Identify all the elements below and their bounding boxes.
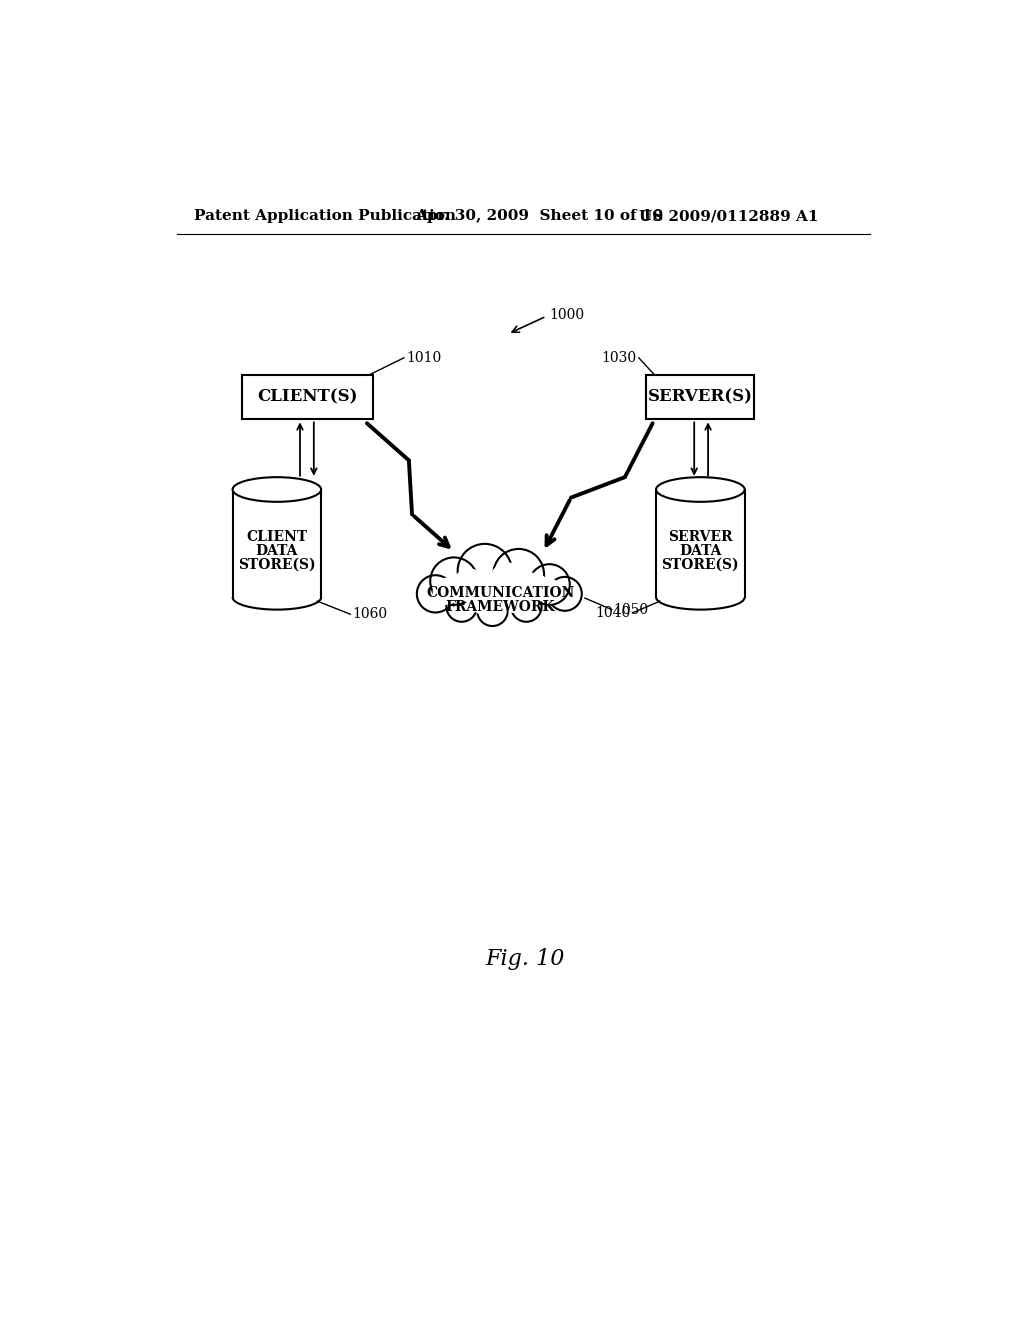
Text: STORE(S): STORE(S) (238, 558, 315, 572)
Circle shape (519, 573, 549, 603)
Text: STORE(S): STORE(S) (662, 558, 739, 572)
Circle shape (501, 583, 530, 614)
Circle shape (529, 564, 569, 605)
Circle shape (511, 591, 542, 622)
Text: COMMUNICATION: COMMUNICATION (426, 586, 574, 601)
Text: US 2009/0112889 A1: US 2009/0112889 A1 (639, 209, 818, 223)
Text: CLIENT(S): CLIENT(S) (257, 388, 358, 405)
Circle shape (548, 577, 582, 611)
Ellipse shape (232, 477, 322, 502)
Circle shape (477, 595, 508, 626)
Text: 1000: 1000 (550, 308, 585, 322)
Text: SERVER(S): SERVER(S) (648, 388, 753, 405)
Text: Apr. 30, 2009  Sheet 10 of 10: Apr. 30, 2009 Sheet 10 of 10 (416, 209, 664, 223)
Text: 1040: 1040 (595, 606, 631, 619)
Bar (232, 490, 322, 598)
Text: 1030: 1030 (601, 351, 637, 364)
Circle shape (453, 569, 486, 602)
Text: DATA: DATA (256, 544, 298, 558)
Circle shape (494, 549, 544, 599)
Text: Fig. 10: Fig. 10 (485, 948, 564, 970)
Bar (646, 375, 755, 420)
Text: SERVER: SERVER (668, 531, 732, 544)
Text: Patent Application Publication: Patent Application Publication (194, 209, 456, 223)
Text: 1060: 1060 (352, 607, 387, 622)
Circle shape (433, 578, 460, 605)
Text: 1010: 1010 (407, 351, 441, 364)
Bar (243, 375, 373, 420)
Ellipse shape (656, 477, 744, 502)
Bar (656, 490, 744, 598)
Circle shape (430, 557, 477, 605)
Circle shape (446, 591, 477, 622)
Circle shape (489, 562, 526, 599)
Text: FRAMEWORK: FRAMEWORK (445, 599, 555, 614)
Text: 1050: 1050 (613, 603, 648, 616)
Circle shape (537, 578, 562, 605)
Circle shape (458, 544, 512, 598)
Text: CLIENT: CLIENT (247, 531, 307, 544)
Text: DATA: DATA (679, 544, 722, 558)
Circle shape (417, 576, 454, 612)
Circle shape (468, 581, 502, 615)
